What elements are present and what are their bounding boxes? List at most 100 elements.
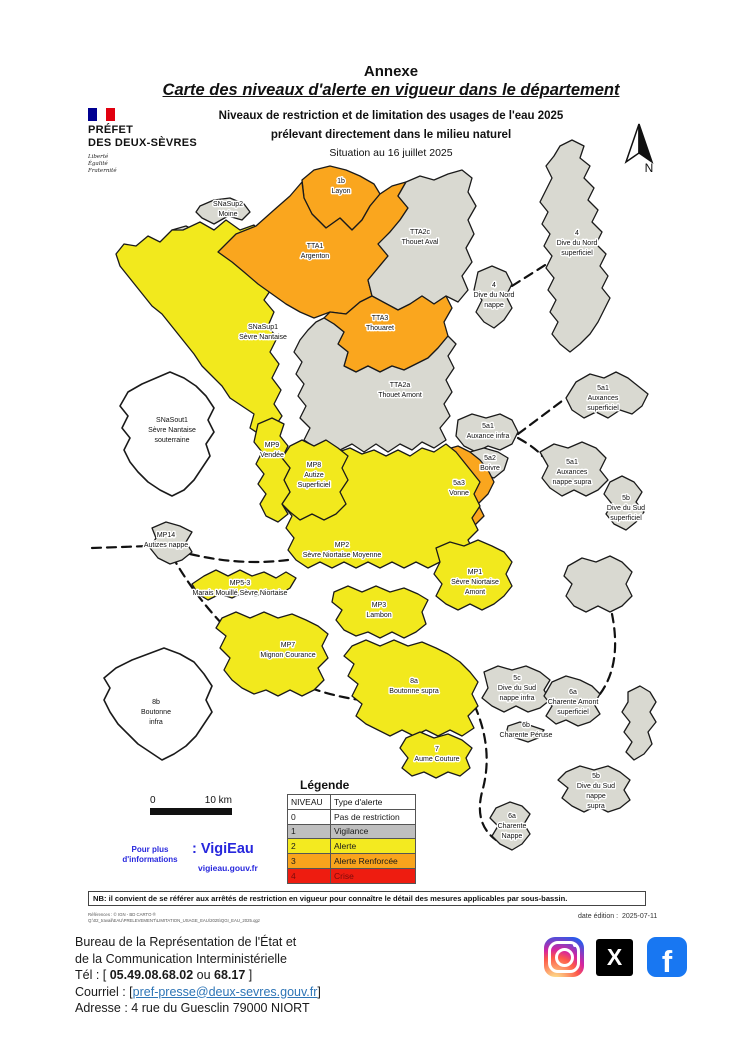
map-zone-label: Auxances xyxy=(557,469,588,476)
map-zone-label: Dive du Sud xyxy=(607,505,645,512)
scale-bar: 0 10 km xyxy=(150,795,232,815)
map-zone-label: SNaSout1 xyxy=(156,417,188,424)
map-zone-label: 5a1 xyxy=(566,459,578,466)
contact-line-1: Bureau de la Représentation de l'État et xyxy=(75,935,297,949)
map-zone-mp5-3-marais-mouille xyxy=(191,569,297,601)
map-zone-label: Autize xyxy=(304,472,324,479)
map-zone-label: TTA2a xyxy=(390,382,411,389)
facebook-icon[interactable]: f xyxy=(647,937,687,977)
map-zone-boutonne-supra xyxy=(343,639,479,737)
legend-cell: 2 xyxy=(287,838,331,855)
map-zone-label: Thouet Aval xyxy=(402,239,439,246)
map-zone-label: Auxances xyxy=(588,395,619,402)
map-zone-label: 5b xyxy=(622,495,630,502)
map-zone-label: Autizes nappe xyxy=(144,542,188,549)
map-zone-label: superficiel xyxy=(561,250,593,257)
department-boundary-dash xyxy=(188,552,290,564)
email-link[interactable]: pref-presse@deux-sevres.gouv.fr xyxy=(132,984,318,999)
legend-cell: Alerte xyxy=(330,838,416,855)
map-zone-label: Charente Péruse xyxy=(500,732,553,739)
map-zone-dive-du-sud-nappe-infra xyxy=(481,665,551,713)
map-zone-label: Moine xyxy=(218,211,237,218)
map-zone-mp1-sevre-niortaise-amont xyxy=(433,539,513,611)
map-zone-dive-du-nord-nappe xyxy=(473,265,513,329)
map-zone-label: Vonne xyxy=(449,490,469,497)
map-zone-label: 5a2 xyxy=(484,455,496,462)
map-zone-label: TTA3 xyxy=(372,315,389,322)
references-note: Références : © IGN - BD CARTO ® Q:\02_tr… xyxy=(88,912,261,923)
map-zone-mp9-vendee xyxy=(253,417,291,523)
contact-address: Adresse : 4 rue du Guesclin 79000 NIORT xyxy=(75,1001,310,1015)
map-zone-label: MP7 xyxy=(281,642,296,649)
department-boundary-dash xyxy=(466,690,498,842)
page-title: Carte des niveaux d'alerte en vigueur da… xyxy=(162,81,620,99)
french-flag-icon xyxy=(88,108,115,121)
map-zone-charente-amont-superficiel xyxy=(543,675,601,727)
map-zone-label: Charente Amont xyxy=(548,699,599,706)
map-zone-boutonne-infra xyxy=(103,647,213,761)
map-zone-label: 8b xyxy=(152,699,160,706)
map-zone-mp3-lambon xyxy=(331,585,429,639)
map-zone-label: Sèvre Nantaise xyxy=(148,427,196,434)
map-zone-label: MP8 xyxy=(307,462,322,469)
map-zone-label: 5c xyxy=(513,675,521,682)
x-twitter-icon[interactable]: X xyxy=(596,939,633,976)
map-zone-label: 5b xyxy=(592,773,600,780)
legend-row: 4 Crise xyxy=(287,867,416,884)
map-zone-label: nappe xyxy=(484,302,504,309)
vigieau-url[interactable]: vigieau.gouv.fr xyxy=(198,863,258,873)
map-zone-mp14-autizes-nappe xyxy=(149,521,193,565)
map-zone-tta2c-thouet-aval xyxy=(367,169,477,311)
map-zone-mp8-autize-superficiel xyxy=(281,439,349,521)
map-zone-label: superficiel xyxy=(557,709,589,716)
legend-cell: 3 xyxy=(287,853,331,869)
scale-bar-rule xyxy=(150,808,232,815)
map-zone-label: Thouaret xyxy=(366,325,394,332)
contact-phone: Tél : [ 05.49.08.68.02 ou 68.17 ] xyxy=(75,968,253,982)
map-zone-label: TTA2c xyxy=(410,229,431,236)
map-zone-label: Thouet Amont xyxy=(378,392,422,399)
map-zone-label: Amont xyxy=(465,589,485,596)
legend-cell: Pas de restriction xyxy=(330,808,416,825)
logo-prefet: PRÉFET xyxy=(88,124,134,136)
north-arrow-icon: N xyxy=(624,123,654,175)
map-zone-label: Lambon xyxy=(366,612,391,619)
map-zone-label: Vendée xyxy=(260,452,284,459)
north-label: N xyxy=(645,161,654,175)
legend-row: 1 Vigilance xyxy=(287,823,416,840)
map-zone-label: Argenton xyxy=(301,253,330,260)
map-zone-blob-east-1 xyxy=(563,555,633,613)
map-zone-label: MP3 xyxy=(372,602,387,609)
legend-cell: Crise xyxy=(330,867,416,884)
map-zone-dive-du-sud-nappe-supra xyxy=(557,765,631,813)
map-zone-label: superficiel xyxy=(610,515,642,522)
map-zone-label: Boutonne supra xyxy=(389,688,439,695)
scale-end: 10 km xyxy=(204,795,232,806)
legend-header-row: NIVEAU Type d'alerte xyxy=(287,794,416,810)
scale-start: 0 xyxy=(150,795,156,806)
map-zone-label: 7 xyxy=(435,746,439,753)
map-zone-auxances-superficiel xyxy=(565,371,649,419)
map-zone-label: 1b xyxy=(337,178,345,185)
legend-title: Légende xyxy=(300,778,350,792)
map-zone-label: 6a xyxy=(569,689,577,696)
map-zone-label: Marais Mouillé Sèvre Niortaise xyxy=(193,590,288,597)
map-zone-label: Dive du Sud xyxy=(577,783,615,790)
map-zone-label: Charente xyxy=(498,823,527,830)
map-zone-label: Mignon Courance xyxy=(260,652,315,659)
legend-header-cell: NIVEAU xyxy=(287,794,331,810)
map-zone-label: MP9 xyxy=(265,442,280,449)
map-zone-mp7-mignon-courance xyxy=(215,611,329,697)
contact-email: Courriel : [pref-presse@deux-sevres.gouv… xyxy=(75,984,321,999)
map-zone-label: MP2 xyxy=(335,542,350,549)
legend-row: 0 Pas de restriction xyxy=(287,808,416,825)
legend-header-cell: Type d'alerte xyxy=(330,794,416,810)
map-zone-label: 4 xyxy=(575,230,579,237)
map-zone-label: Boutonne xyxy=(141,709,171,716)
map-zone-label: Sèvre Niortaise Moyenne xyxy=(303,552,382,559)
map-zone-tta2a-thouet-amont xyxy=(293,317,457,453)
instagram-icon[interactable] xyxy=(544,937,584,977)
map-zone-label: nappe xyxy=(586,793,606,800)
legend-table: NIVEAU Type d'alerte 0 Pas de restriction 1 V… xyxy=(287,794,416,884)
